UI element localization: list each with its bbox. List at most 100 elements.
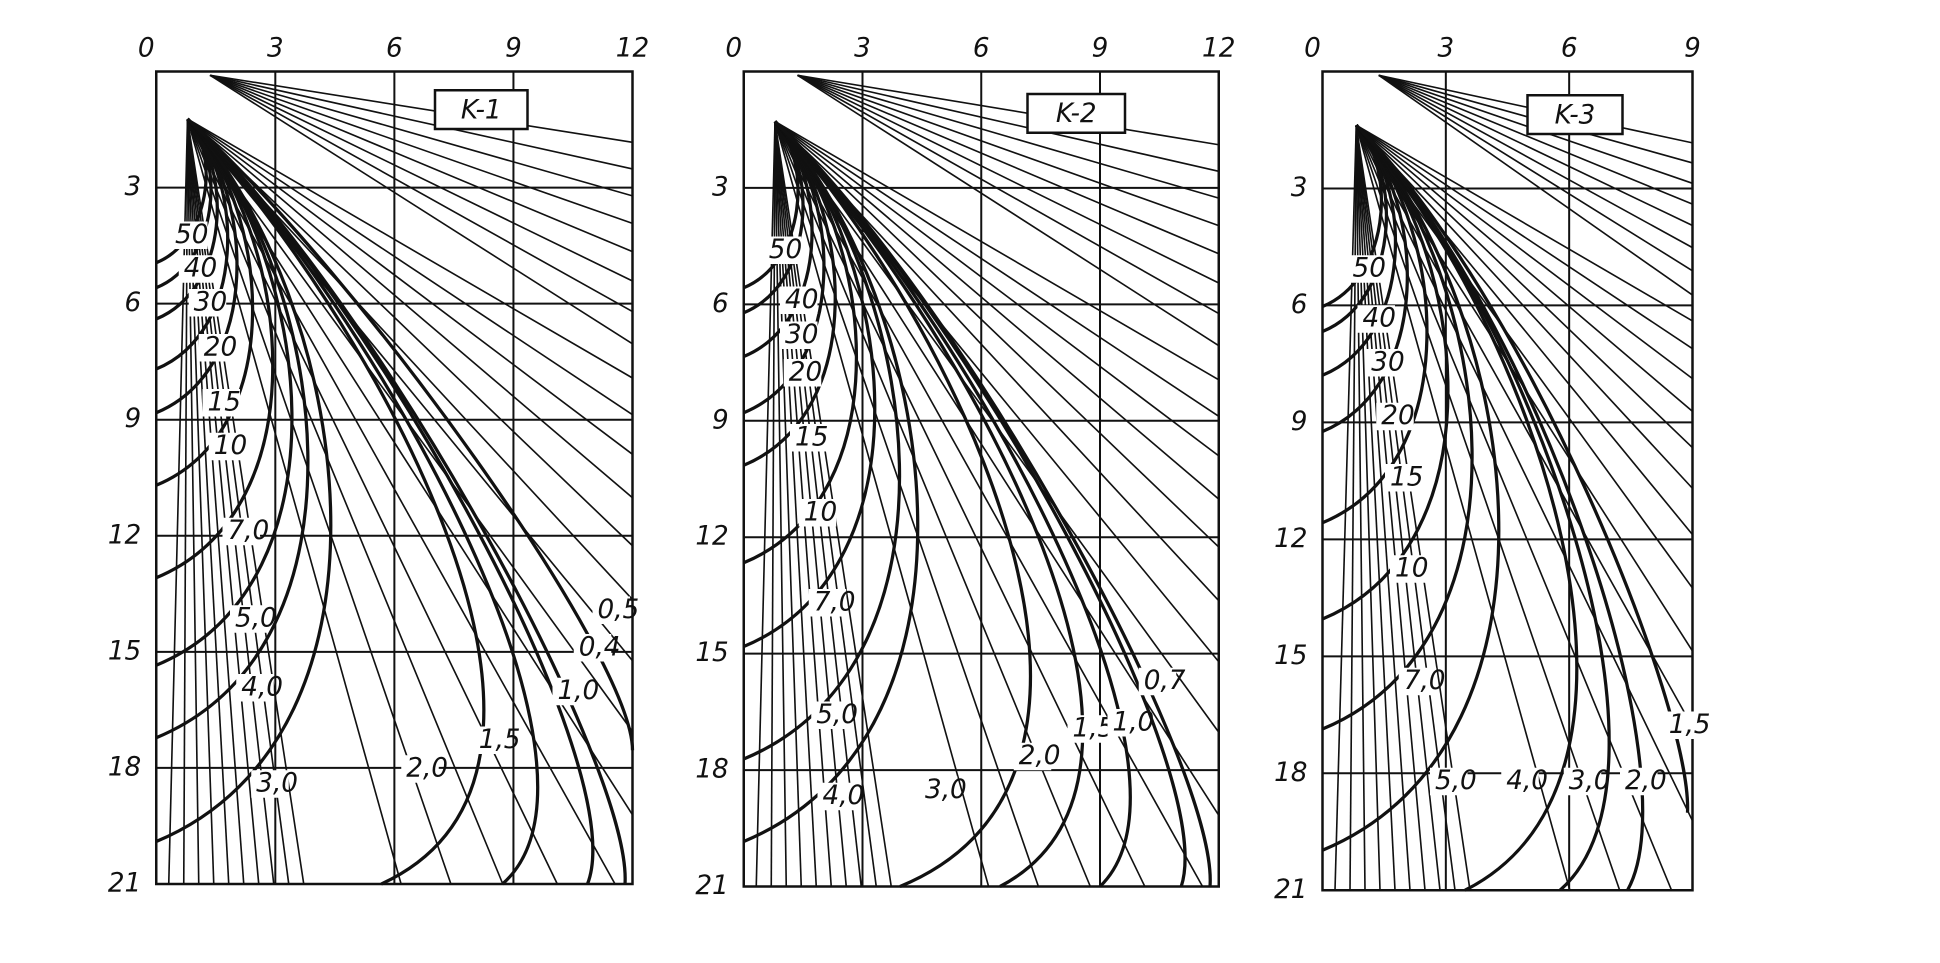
y-label: 15: [695, 638, 728, 668]
curve: [186, 117, 486, 886]
curve: [743, 120, 920, 843]
ray: [797, 74, 1219, 173]
panel-title: K-3: [1555, 100, 1596, 130]
ray: [209, 74, 633, 144]
ray: [187, 118, 633, 455]
label-bg: [808, 589, 847, 617]
ray: [1355, 124, 1621, 891]
ray: [797, 74, 1220, 227]
label-bg: [251, 770, 289, 798]
ray: [1378, 74, 1693, 227]
title-box: [433, 88, 529, 131]
label-bg: [222, 517, 260, 546]
label-bg: [208, 432, 247, 461]
label-bg: [1385, 464, 1423, 492]
label-bg: [780, 286, 818, 314]
curve: [155, 117, 310, 740]
curve-label: 5,0: [1435, 766, 1477, 796]
label-bg: [1067, 715, 1105, 743]
y-label: 3: [712, 172, 729, 202]
ray: [774, 121, 1146, 887]
ray: [1378, 74, 1693, 249]
title-box: [1526, 93, 1624, 136]
curve-label: 0,4: [579, 632, 621, 662]
curve-label: 2,0: [406, 754, 448, 784]
curve-label: 30: [194, 287, 227, 317]
x-label: 0: [138, 34, 155, 64]
curve-label: 1,0: [558, 676, 600, 706]
curve-label: 20: [204, 332, 237, 362]
ray: [1355, 124, 1694, 728]
label-bg: [473, 726, 512, 754]
curve: [773, 120, 1032, 889]
label-bg: [170, 221, 208, 249]
x-label: 12: [616, 34, 649, 64]
frame: [1321, 70, 1694, 892]
curve: [743, 120, 837, 467]
ray: [1355, 125, 1396, 891]
ray: [1355, 125, 1441, 891]
label-bg: [230, 605, 268, 633]
y-label: 12: [695, 522, 728, 552]
label-bg: [1430, 767, 1468, 796]
ray: [1334, 125, 1358, 891]
curve: [743, 120, 902, 761]
curve: [1321, 124, 1501, 852]
y-label: 12: [108, 520, 141, 550]
curve-label: 50: [1353, 254, 1386, 284]
ray: [797, 74, 1220, 255]
curve: [773, 120, 1085, 888]
x-label: 3: [1437, 34, 1454, 64]
ray: [1355, 124, 1693, 322]
label-bg: [573, 634, 612, 662]
curve-label: 40: [184, 254, 217, 284]
label-bg: [236, 674, 274, 702]
ray: [209, 74, 633, 197]
ray: [774, 120, 1220, 457]
curve: [186, 117, 627, 885]
ray: [797, 74, 1220, 347]
curve-label: 40: [785, 285, 818, 315]
ray: [186, 118, 634, 547]
y-label: 6: [712, 289, 729, 319]
curve-label: 1,5: [479, 725, 521, 755]
ray: [1355, 125, 1471, 891]
ray: [1355, 125, 1381, 891]
ray: [1378, 74, 1693, 272]
ray: [797, 74, 1219, 199]
ray: [1378, 74, 1693, 296]
panel: 0 3 6 9 3 6 9 12 15 18 21 50 40 30 20 15 10 7,0 5,0 4,0 3,0 2…: [1274, 34, 1710, 905]
curve: [1321, 124, 1409, 434]
ray: [187, 118, 633, 416]
label-bg: [817, 782, 855, 811]
x-label: 9: [505, 34, 522, 64]
ray: [1378, 74, 1693, 205]
title-box: [1026, 92, 1127, 134]
y-label: 15: [108, 636, 141, 666]
ray: [1355, 125, 1571, 891]
curve-label: 1,5: [1669, 710, 1711, 740]
curve-label: 20: [789, 357, 822, 387]
x-label: 0: [1304, 34, 1321, 64]
x-label: 12: [1202, 34, 1235, 64]
x-label: 3: [267, 34, 284, 64]
curve: [1355, 124, 1645, 892]
panel-title: K-1: [461, 95, 502, 125]
y-label: 9: [1291, 407, 1308, 437]
ray: [186, 118, 616, 885]
ray: [1355, 125, 1411, 891]
ray: [209, 74, 633, 313]
curve-label: 7,0: [228, 516, 270, 546]
label-bg: [202, 389, 240, 417]
label-bg: [401, 755, 439, 783]
curve-label: 4,0: [823, 781, 865, 811]
label-bg: [1366, 349, 1404, 377]
curve: [1355, 124, 1690, 813]
label-bg: [188, 289, 227, 317]
ray: [1355, 124, 1693, 380]
curve-label: 50: [175, 220, 208, 250]
curve-label: 4,0: [1506, 766, 1548, 796]
ray: [774, 120, 1220, 500]
